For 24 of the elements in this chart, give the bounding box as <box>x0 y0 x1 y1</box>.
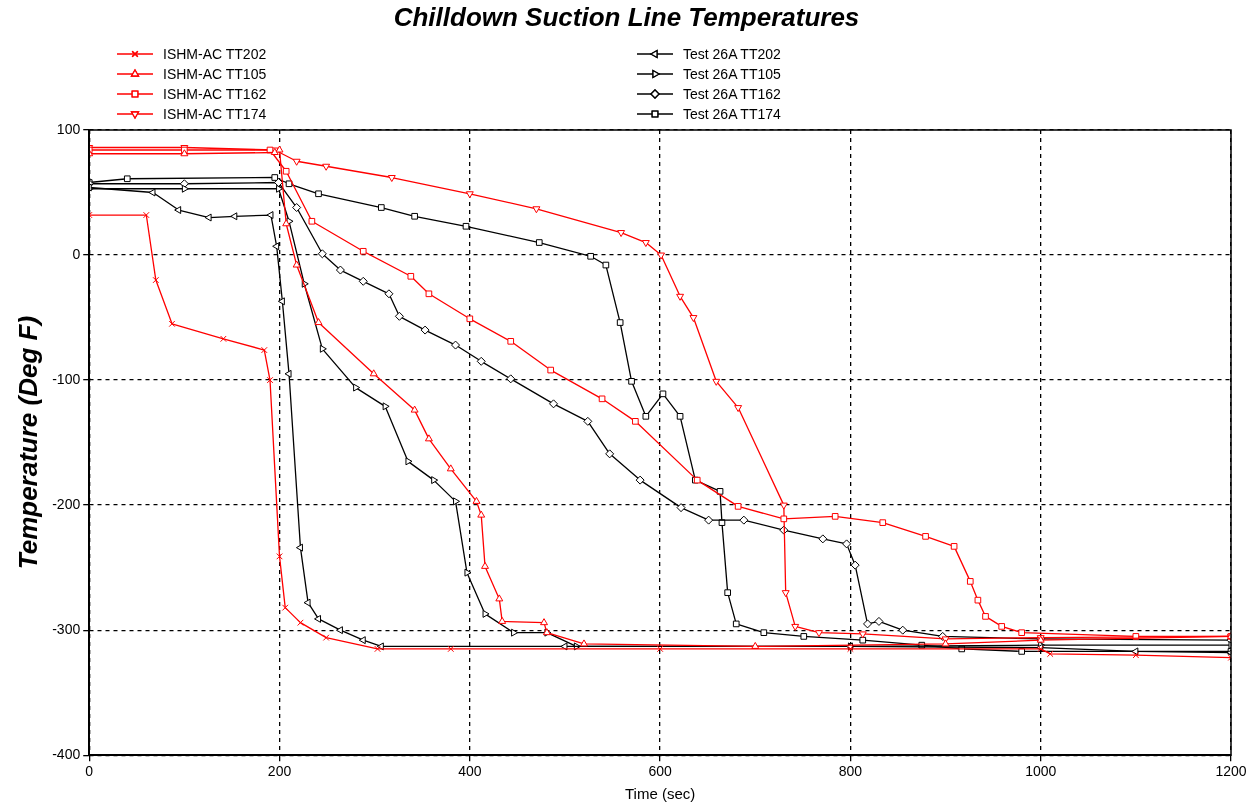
x-tick-label: 600 <box>648 763 672 780</box>
legend-label: Test 26A TT202 <box>683 46 781 62</box>
x-tick-label: 0 <box>85 763 94 780</box>
x-tick-label: 400 <box>458 763 482 780</box>
legend-label: ISHM-AC TT202 <box>163 46 267 62</box>
chart-title: Chilldown Suction Line Temperatures <box>392 2 861 33</box>
y-tick-label: -100 <box>52 370 81 387</box>
x-tick-label: 1200 <box>1215 763 1247 780</box>
legend-label: ISHM-AC TT162 <box>163 86 267 102</box>
y-tick-label: 0 <box>72 245 81 262</box>
legend-label: Test 26A TT174 <box>683 106 781 122</box>
y-tick-label: -400 <box>52 746 81 763</box>
y-tick-label: -300 <box>52 621 81 638</box>
x-tick-label: 800 <box>838 763 863 780</box>
y-tick-label: -200 <box>52 495 81 512</box>
legend-label: ISHM-AC TT174 <box>163 106 267 122</box>
y-axis-title: Temperature (Deg F) <box>12 315 43 570</box>
x-tick-label: 1000 <box>1025 763 1057 780</box>
legend-label: ISHM-AC TT105 <box>163 66 267 82</box>
x-axis-title: Time (sec) <box>624 785 696 803</box>
legend-label: Test 26A TT162 <box>683 86 781 102</box>
x-tick-label: 200 <box>267 763 292 780</box>
legend-label: Test 26A TT105 <box>683 66 781 82</box>
y-tick-label: 100 <box>56 120 81 137</box>
